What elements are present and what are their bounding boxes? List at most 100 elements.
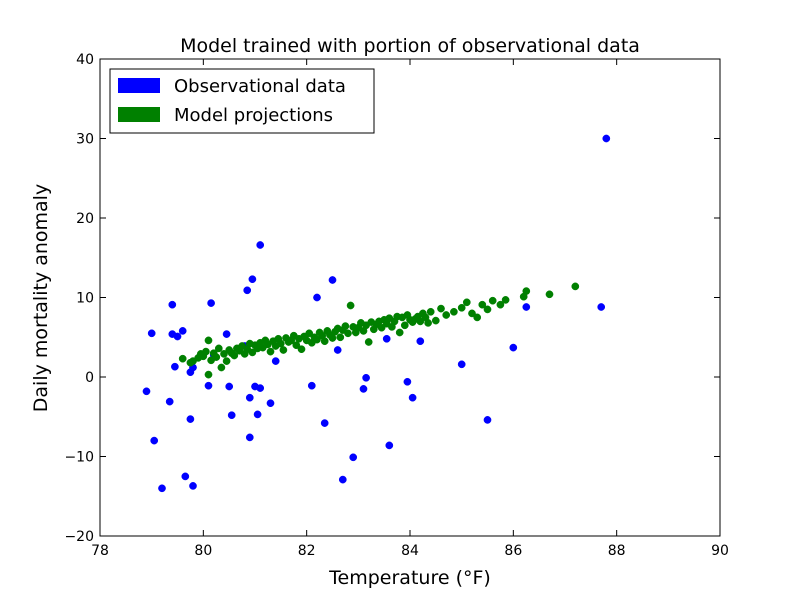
observed-point-23	[245, 433, 254, 442]
observed-point-34	[320, 419, 329, 427]
observed-point-28	[256, 241, 265, 249]
observed-point-10	[181, 472, 190, 481]
model-point-8	[204, 370, 213, 379]
model-point-18	[230, 351, 239, 360]
legend-swatch-model	[118, 107, 160, 122]
model-point-94	[426, 307, 435, 316]
x-tick-label-2: 82	[298, 543, 316, 559]
x-tick-label-6: 90	[711, 543, 729, 559]
model-point-111	[571, 282, 580, 291]
observed-point-32	[307, 381, 316, 390]
y-tick-label-6: 40	[76, 52, 94, 68]
model-point-11	[212, 353, 221, 361]
observed-point-4	[165, 397, 174, 406]
model-point-107	[501, 296, 510, 304]
observed-point-19	[225, 382, 234, 391]
model-point-59	[336, 333, 345, 342]
x-axis-label: Temperature (°F)	[328, 567, 491, 589]
y-axis-label: Daily mortality anomaly	[30, 184, 52, 412]
model-point-84	[400, 321, 409, 330]
model-point-36	[276, 339, 285, 348]
model-point-63	[346, 301, 355, 310]
legend-label-observational: Observational data	[174, 76, 346, 97]
observed-point-36	[333, 346, 342, 354]
observed-point-0	[142, 387, 151, 396]
observed-point-25	[248, 275, 257, 284]
model-point-6	[202, 347, 210, 356]
model-point-0	[178, 354, 187, 363]
observed-point-38	[349, 453, 358, 462]
observed-point-33	[313, 293, 321, 302]
observed-point-2	[150, 436, 159, 445]
y-tick-label-5: 30	[76, 132, 94, 148]
model-point-97	[442, 311, 451, 319]
model-point-110	[545, 290, 554, 299]
model-point-14	[220, 350, 228, 358]
x-tick-label-5: 88	[608, 543, 626, 559]
observed-point-47	[483, 416, 492, 424]
model-point-101	[468, 309, 476, 318]
model-point-44	[297, 345, 306, 354]
observed-point-1	[147, 329, 156, 338]
chart-title: Model trained with portion of observatio…	[180, 35, 640, 57]
observed-point-5	[168, 300, 177, 309]
model-point-32	[266, 347, 275, 356]
observed-point-18	[222, 330, 231, 338]
model-point-37	[279, 346, 288, 354]
legend: Observational data Model projections	[109, 68, 375, 134]
model-point-95	[431, 316, 440, 325]
model-point-12	[214, 344, 223, 353]
model-point-102	[473, 313, 482, 322]
observed-point-24	[245, 393, 254, 402]
observed-point-40	[362, 373, 370, 382]
model-point-98	[450, 307, 458, 316]
legend-swatch-observational	[118, 78, 160, 93]
observed-point-41	[382, 334, 391, 343]
model-point-99	[457, 303, 466, 312]
model-point-13	[217, 363, 226, 372]
y-tick-label-3: 10	[76, 291, 94, 307]
observed-point-48	[509, 343, 518, 352]
y-tick-label-2: 0	[85, 370, 94, 386]
observed-point-29	[256, 384, 265, 392]
points-layer	[142, 134, 611, 493]
observed-point-51	[602, 134, 611, 143]
model-point-106	[496, 300, 505, 309]
model-point-100	[462, 298, 471, 307]
observed-point-11	[186, 415, 195, 423]
x-tick-label-3: 84	[401, 543, 419, 559]
model-point-103	[478, 300, 487, 309]
observed-point-7	[171, 362, 179, 371]
model-point-93	[424, 319, 432, 327]
model-point-104	[483, 305, 492, 314]
y-tick-label-1: −10	[64, 450, 94, 466]
x-tick-label-1: 80	[194, 543, 212, 559]
y-tick-label-0: −20	[64, 529, 94, 545]
observed-point-14	[189, 482, 197, 490]
model-point-61	[341, 322, 350, 330]
model-point-70	[364, 338, 373, 346]
ticks-layer: 78 80 82 84 86 88 90 −20 −10 0 10 20 30 40	[64, 52, 728, 559]
model-point-90	[416, 317, 425, 326]
observed-point-45	[416, 337, 425, 346]
model-point-96	[437, 304, 445, 313]
observed-point-35	[328, 276, 337, 284]
model-point-50	[313, 335, 321, 344]
observed-point-27	[253, 410, 262, 419]
plot-area	[100, 59, 720, 536]
observed-point-49	[522, 303, 531, 311]
model-point-15	[222, 357, 231, 365]
legend-label-model: Model projections	[174, 105, 333, 126]
model-point-82	[395, 328, 404, 337]
model-point-75	[377, 323, 386, 332]
observed-point-3	[158, 484, 166, 493]
model-point-62	[344, 329, 352, 338]
observed-point-43	[403, 377, 412, 386]
observed-point-50	[597, 303, 606, 311]
observed-point-42	[385, 441, 394, 450]
observed-point-20	[227, 411, 236, 420]
observed-point-31	[271, 357, 280, 365]
model-point-53	[320, 337, 329, 346]
observed-point-39	[359, 385, 368, 393]
